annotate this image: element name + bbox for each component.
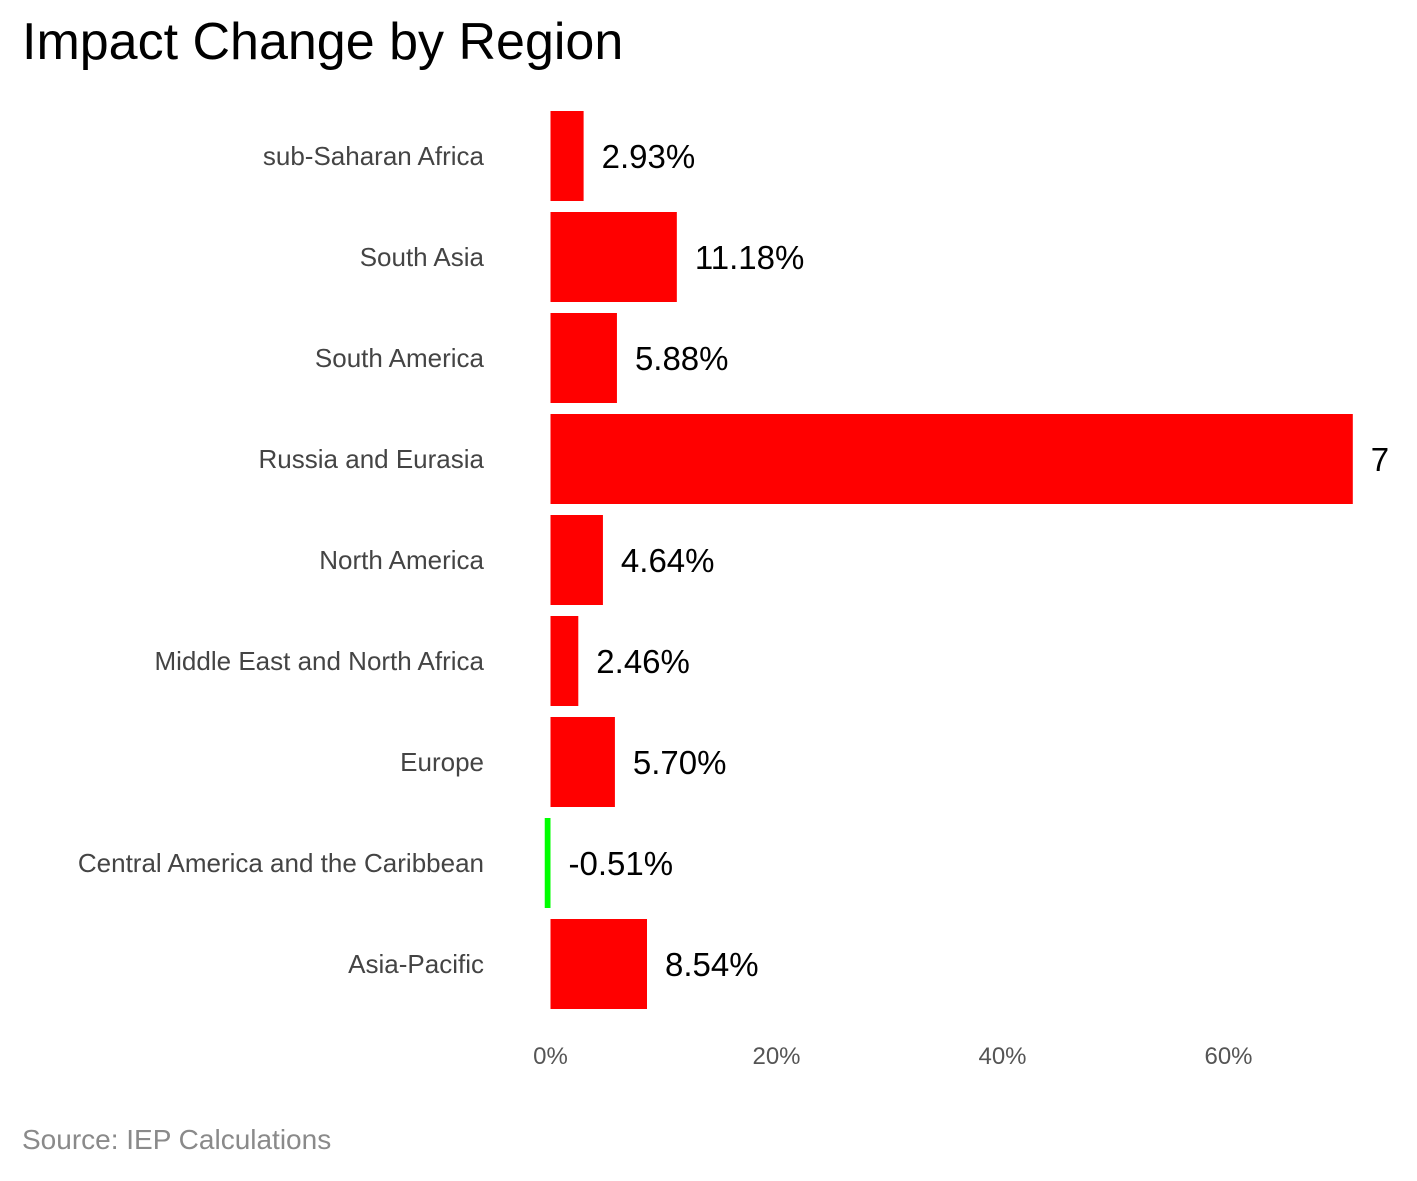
source-note: Source: IEP Calculations: [22, 1124, 332, 1155]
category-label: South America: [315, 343, 485, 373]
value-label: 5.70%: [633, 744, 727, 781]
x-tick-label: 60%: [1204, 1043, 1252, 1070]
x-tick-label: 20%: [752, 1043, 800, 1070]
bar: [550, 515, 603, 605]
bar: [550, 919, 648, 1009]
value-label: 8.54%: [665, 946, 759, 983]
value-label: 7: [1371, 441, 1389, 478]
value-label: -0.51%: [569, 845, 674, 882]
bar: [550, 616, 579, 706]
value-label: 5.88%: [635, 340, 729, 377]
bar: [550, 111, 584, 201]
category-label: Central America and the Caribbean: [78, 848, 484, 878]
value-label: 4.64%: [621, 542, 715, 579]
bar: [550, 414, 1353, 504]
x-tick-label: 40%: [978, 1043, 1026, 1070]
bar: [544, 818, 551, 908]
category-label: North America: [319, 545, 484, 575]
value-label: 11.18%: [695, 239, 804, 276]
bar: [550, 212, 677, 302]
bar: [550, 313, 617, 403]
bar: [550, 717, 615, 807]
value-label: 2.46%: [596, 643, 690, 680]
category-label: Russia and Eurasia: [259, 444, 485, 474]
category-label: Europe: [400, 747, 484, 777]
value-label: 2.93%: [602, 138, 696, 175]
category-label: sub-Saharan Africa: [263, 141, 485, 171]
chart-title: Impact Change by Region: [22, 13, 624, 71]
x-tick-label: 0%: [533, 1043, 568, 1070]
category-label: South Asia: [360, 242, 485, 272]
category-label: Middle East and North Africa: [155, 646, 485, 676]
category-label: Asia-Pacific: [348, 949, 484, 979]
